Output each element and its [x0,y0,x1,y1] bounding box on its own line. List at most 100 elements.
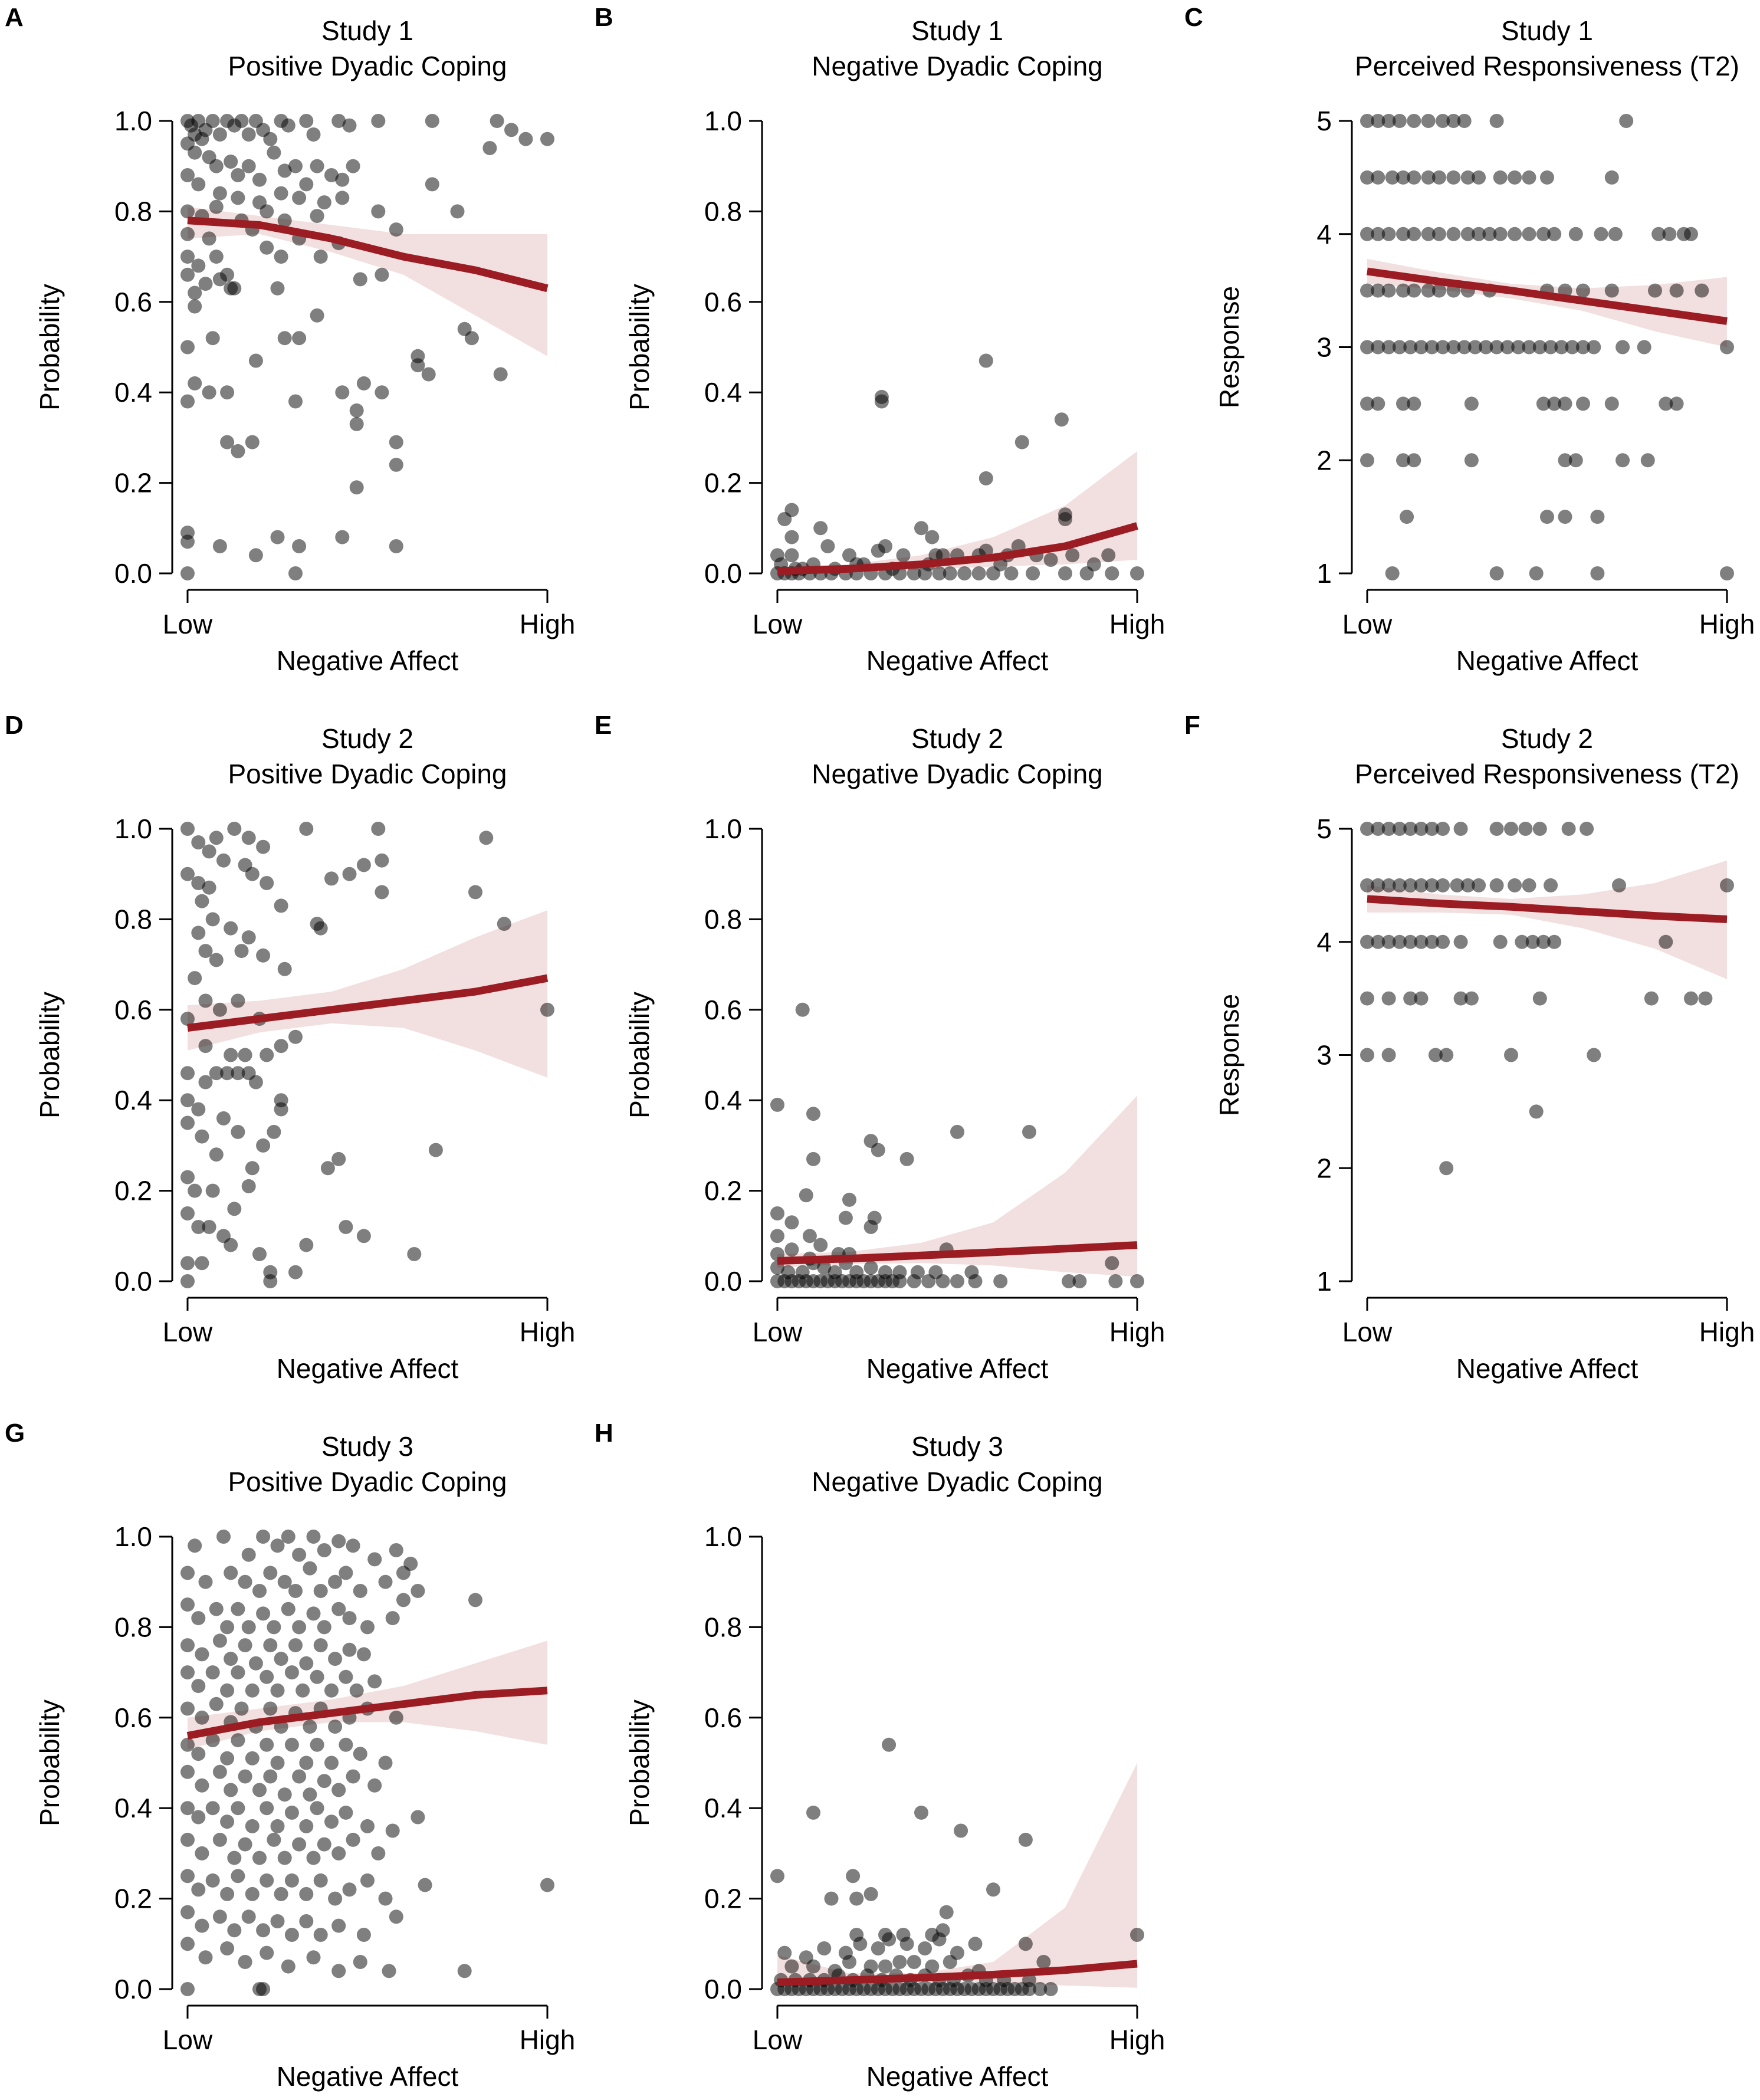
data-point [813,1238,828,1252]
panel-b: B Study 1 Negative Dyadic Coping 0.0 0.2 0.4 0… [595,3,1165,676]
data-point [954,1823,968,1838]
data-point [191,835,206,849]
data-point [346,159,360,173]
y-tick-label: 0.0 [114,558,152,589]
data-point [180,867,195,881]
data-point [1424,934,1439,949]
data-point [288,1638,303,1653]
data-point [317,195,331,210]
data-point [817,1941,832,1955]
data-point [205,1733,220,1748]
data-point [910,1265,925,1279]
data-point [267,145,281,160]
data-point [248,1656,263,1671]
data-point [313,921,328,936]
x-tick-label: Low [1342,609,1393,639]
data-point [277,331,292,346]
data-point [1086,557,1101,572]
data-point [245,435,260,449]
data-point [180,1093,195,1108]
data-point [1529,1104,1544,1119]
data-point [1446,340,1461,355]
data-point [1436,934,1450,949]
data-point [939,1905,954,1919]
x-tick-label: Low [163,1317,213,1347]
data-point [1414,822,1429,836]
x-tick-label: High [1699,609,1755,639]
data-point [1695,283,1709,298]
data-point [328,1891,343,1906]
data-point [1662,227,1677,241]
data-point [1640,453,1655,468]
data-point [1659,396,1673,411]
data-point [195,1846,209,1861]
data-point [795,1002,810,1017]
y-tick-label: 0.2 [114,1884,152,1914]
data-point [320,1161,335,1176]
data-point [986,1882,1000,1897]
data-point [1360,1048,1374,1062]
data-point [1392,878,1407,892]
data-point [1360,114,1374,128]
data-point [1482,227,1497,241]
data-point [1561,822,1576,836]
data-point [1421,114,1436,128]
data-point [978,471,993,485]
data-point [274,250,288,264]
data-point [188,286,202,300]
data-point [299,1238,314,1252]
data-point [1453,822,1468,836]
y-tick-label: 0.2 [704,468,742,498]
data-point [277,163,292,178]
scatter-points [770,1737,1144,1996]
data-point [1424,822,1439,836]
data-point [180,340,195,355]
data-point [1464,991,1479,1006]
data-point [770,1869,784,1884]
data-point [1544,340,1558,355]
data-point [1421,227,1436,241]
data-point [180,1274,195,1288]
data-point [874,394,889,409]
y-tick-label: 1.0 [114,106,152,136]
data-point [1396,283,1410,298]
data-point [1065,548,1080,563]
data-point [1058,507,1072,522]
data-point [1720,566,1734,580]
data-point [1489,340,1504,355]
data-point [231,1869,245,1884]
data-point [209,1147,224,1162]
data-point [180,566,195,580]
data-point [205,331,220,346]
data-point [1062,1274,1076,1288]
y-tick-label: 0.2 [704,1176,742,1206]
data-point [385,1611,400,1626]
data-point [310,1669,324,1684]
data-point [1381,934,1396,949]
data-point [245,1161,260,1176]
data-point [260,876,274,890]
data-point [191,258,206,273]
data-point [971,566,986,580]
data-point [277,213,292,228]
data-point [1403,991,1418,1006]
scatter-points [1360,822,1734,1176]
data-point [191,1679,206,1694]
data-point [331,114,346,128]
data-point [202,844,216,859]
data-point [1720,878,1734,892]
data-point [1590,566,1605,580]
data-point [270,1914,285,1928]
data-point [231,168,245,182]
data-point [1489,822,1504,836]
data-point [1381,991,1396,1006]
data-point [263,1566,278,1580]
data-point [270,1538,285,1553]
data-point [195,894,209,908]
data-point [180,267,195,282]
data-point [180,394,195,409]
data-point [450,204,465,219]
data-point [274,186,288,201]
data-point [231,1602,245,1616]
data-point [317,1543,331,1557]
